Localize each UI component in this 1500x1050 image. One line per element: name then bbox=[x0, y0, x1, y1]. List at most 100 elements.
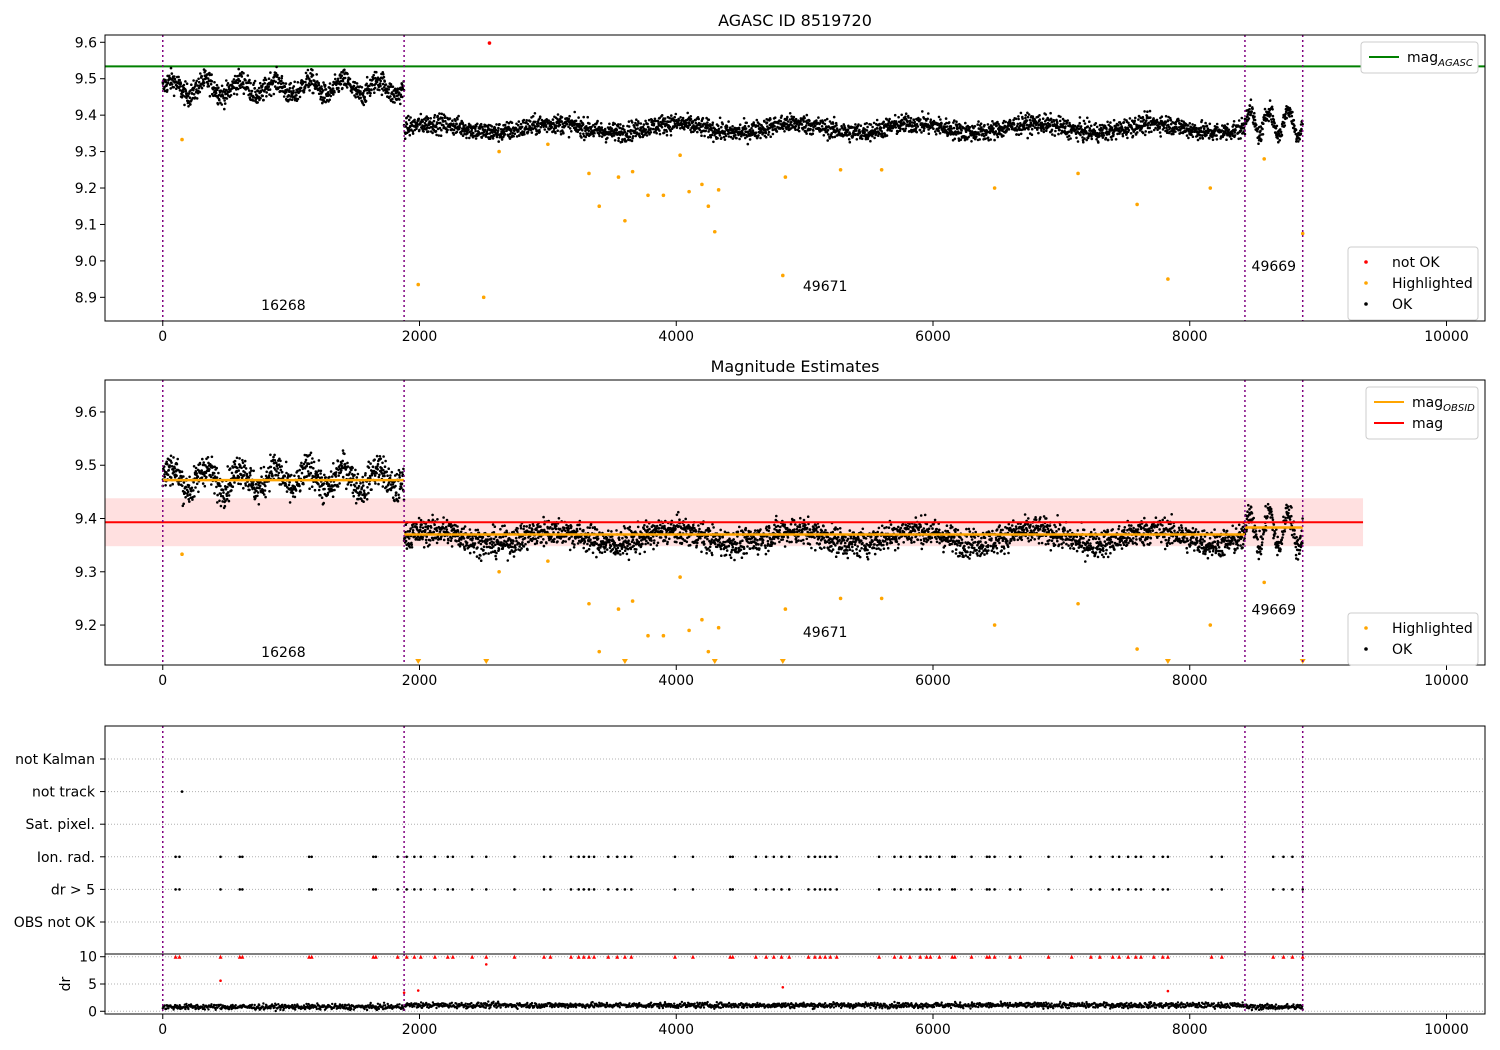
ok-point bbox=[893, 113, 897, 117]
ok-point bbox=[289, 81, 293, 85]
ok-point bbox=[1082, 140, 1085, 144]
ok-point bbox=[888, 117, 891, 121]
ok-point bbox=[341, 449, 345, 452]
ok-point bbox=[531, 115, 535, 118]
ok-point bbox=[592, 134, 595, 138]
ok-point bbox=[1127, 121, 1130, 125]
ok-point bbox=[1147, 130, 1151, 134]
ok-point bbox=[1263, 107, 1267, 111]
ok-point bbox=[627, 125, 631, 128]
ok-point bbox=[242, 71, 245, 75]
ok-point bbox=[894, 126, 898, 129]
ok-point bbox=[223, 504, 227, 508]
ok-point bbox=[272, 92, 276, 96]
ok-point bbox=[166, 473, 170, 477]
ok-point bbox=[545, 130, 549, 134]
ok-point bbox=[727, 135, 731, 138]
ok-point bbox=[526, 122, 530, 126]
ok-point bbox=[1049, 111, 1052, 115]
ok-point bbox=[313, 488, 317, 492]
ok-point bbox=[785, 123, 789, 126]
ok-point bbox=[337, 89, 341, 93]
ok-point bbox=[378, 88, 381, 92]
ok-point bbox=[629, 132, 633, 135]
ok-point bbox=[285, 90, 288, 94]
ok-point bbox=[421, 120, 425, 123]
ok-point bbox=[1027, 113, 1031, 116]
ok-point bbox=[190, 486, 194, 490]
ok-point bbox=[302, 90, 306, 94]
ok-point bbox=[822, 134, 826, 137]
ok-point bbox=[185, 82, 189, 85]
ok-point bbox=[1168, 126, 1172, 130]
ok-point bbox=[457, 114, 460, 118]
ok-point bbox=[520, 125, 524, 129]
ok-point bbox=[439, 134, 443, 137]
ok-point bbox=[324, 476, 328, 479]
ok-point bbox=[617, 139, 620, 143]
ok-point bbox=[389, 83, 393, 86]
ok-point bbox=[450, 128, 454, 131]
ok-point bbox=[387, 467, 391, 471]
ok-point bbox=[441, 120, 445, 123]
ok-point bbox=[675, 126, 679, 129]
ok-point bbox=[707, 118, 711, 121]
ok-point bbox=[937, 115, 941, 119]
ok-point bbox=[193, 96, 197, 99]
ok-point bbox=[340, 469, 343, 472]
ok-point bbox=[720, 125, 723, 129]
ok-point bbox=[903, 129, 907, 132]
ok-point bbox=[383, 80, 387, 83]
ok-point bbox=[372, 73, 376, 77]
ok-point bbox=[304, 80, 307, 84]
ok-point bbox=[216, 88, 219, 91]
ok-point bbox=[620, 140, 624, 143]
ok-point bbox=[165, 460, 168, 464]
ok-point bbox=[276, 474, 280, 477]
ok-point bbox=[307, 462, 311, 466]
highlighted-point bbox=[700, 182, 704, 187]
highlighted-point bbox=[661, 193, 666, 198]
ok-point bbox=[322, 81, 325, 84]
ok-point bbox=[369, 462, 372, 465]
ok-point bbox=[280, 77, 284, 80]
ok-point bbox=[435, 121, 439, 124]
ok-point bbox=[382, 455, 385, 458]
ok-point bbox=[567, 135, 571, 139]
ok-point bbox=[1291, 110, 1294, 114]
highlighted-point bbox=[992, 186, 997, 190]
ok-point bbox=[1232, 120, 1236, 123]
ok-point bbox=[429, 117, 433, 120]
ok-point bbox=[534, 120, 537, 124]
y-tick-label: 9.2 bbox=[75, 181, 97, 197]
ok-point bbox=[568, 127, 572, 130]
ok-point bbox=[1282, 121, 1286, 125]
ok-point bbox=[354, 468, 357, 472]
ok-point bbox=[1019, 111, 1023, 115]
ok-point bbox=[236, 81, 240, 85]
ok-point bbox=[637, 121, 640, 125]
ok-point bbox=[319, 97, 322, 101]
ok-point bbox=[940, 122, 943, 125]
ok-point bbox=[780, 114, 783, 118]
ok-point bbox=[1104, 136, 1108, 140]
ok-point bbox=[560, 120, 563, 123]
ok-point bbox=[233, 481, 236, 484]
ok-point bbox=[575, 128, 578, 131]
obsid-label: 16268 bbox=[261, 298, 306, 314]
ok-point bbox=[243, 464, 246, 467]
ok-point bbox=[256, 494, 259, 498]
ok-point bbox=[287, 483, 291, 487]
ok-point bbox=[169, 87, 172, 90]
ok-point bbox=[720, 136, 723, 140]
ok-point bbox=[493, 126, 497, 130]
ok-point bbox=[1234, 129, 1237, 132]
ok-point bbox=[181, 94, 185, 97]
ok-point bbox=[764, 135, 768, 139]
ok-point bbox=[268, 490, 271, 493]
ok-point bbox=[900, 113, 903, 117]
ok-point bbox=[562, 132, 565, 135]
ok-point bbox=[404, 539, 408, 543]
ok-point bbox=[1095, 125, 1099, 129]
highlighted-point bbox=[783, 175, 788, 179]
